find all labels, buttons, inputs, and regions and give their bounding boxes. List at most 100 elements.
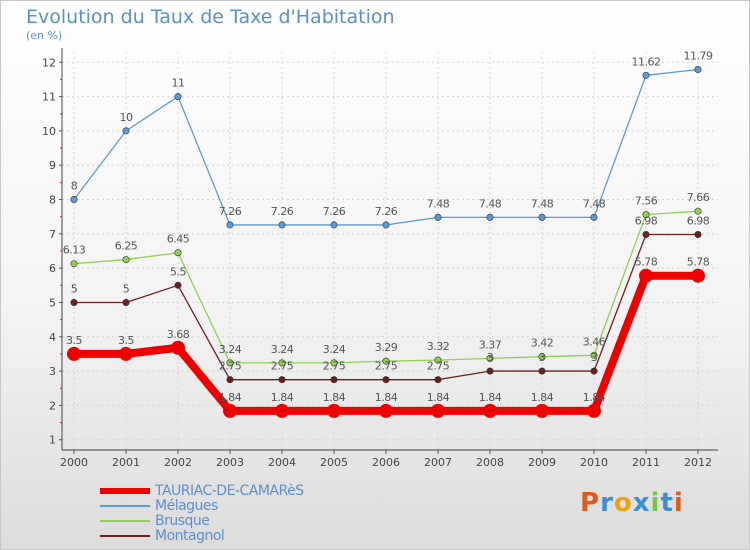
data-point (382, 221, 390, 229)
data-label: 3 (591, 351, 598, 364)
x-tick-label: 2008 (476, 456, 504, 469)
data-label: 3 (487, 351, 494, 364)
y-tick-label: 8 (49, 194, 56, 207)
data-point (119, 346, 133, 361)
data-point (174, 249, 182, 257)
data-point (486, 213, 494, 221)
data-label: 5 (123, 282, 130, 295)
data-label: 3.46 (583, 335, 606, 348)
data-label: 3.24 (219, 343, 242, 356)
legend-item: Montagnol (100, 528, 400, 544)
data-label: 2.75 (271, 360, 294, 373)
data-point (538, 353, 546, 361)
x-tick-label: 2005 (320, 456, 348, 469)
data-point (538, 213, 546, 221)
data-label: 7.48 (531, 197, 554, 210)
y-tick-label: 11 (42, 91, 56, 104)
data-point (483, 403, 497, 418)
data-point (278, 359, 286, 367)
data-label: 3.5 (118, 334, 134, 347)
data-label: 3.37 (479, 338, 502, 351)
y-tick-label: 2 (49, 399, 56, 412)
data-point (642, 71, 650, 79)
data-label: 3.24 (323, 343, 346, 356)
data-point (67, 346, 81, 361)
data-point (691, 268, 705, 283)
data-label: 6.98 (635, 215, 658, 228)
data-label: 11 (172, 77, 185, 90)
y-tick-label: 4 (49, 331, 56, 344)
data-point (327, 403, 341, 418)
data-label: 7.26 (375, 205, 398, 218)
legend-label: Montagnol (155, 528, 225, 544)
data-point (278, 221, 286, 229)
data-point (70, 298, 78, 306)
data-label: 1.84 (479, 391, 502, 404)
x-tick-label: 2011 (632, 456, 660, 469)
data-point (538, 367, 546, 375)
data-label: 5.78 (635, 256, 658, 269)
data-point (70, 196, 78, 204)
logo-letter: x (632, 488, 651, 518)
legend-label: TAURIAC-DE-CAMARèS (155, 483, 304, 499)
data-label: 10 (120, 111, 133, 124)
data-label: 6.13 (63, 244, 86, 257)
data-point (70, 260, 78, 268)
data-label: 5.78 (687, 256, 710, 269)
logo-letter: i (673, 488, 684, 518)
data-label: 2.75 (323, 360, 346, 373)
y-tick-label: 3 (49, 365, 56, 378)
data-label: 7.56 (635, 195, 658, 208)
data-label-layer: 3.5 3.5 3.68 1.84 1.84 1.84 1.84 1.84 1.84 1.84 1.… (63, 49, 714, 404)
data-label: 5 (71, 282, 78, 295)
data-label: 7.26 (323, 205, 346, 218)
y-tick-label: 10 (42, 125, 56, 138)
data-label: 2.75 (219, 360, 242, 373)
data-point (226, 359, 234, 367)
x-tick-label: 2002 (164, 456, 192, 469)
data-label: 6.98 (687, 215, 710, 228)
data-point (174, 281, 182, 289)
legend-label: Mélagues (155, 498, 218, 514)
data-label: 7.26 (271, 205, 294, 218)
data-point (587, 403, 601, 418)
data-point (434, 356, 442, 364)
logo-letter: o (613, 488, 633, 518)
x-tick-label: 2003 (216, 456, 244, 469)
data-point (639, 268, 653, 283)
data-label: 1.84 (375, 391, 398, 404)
data-label: 11.79 (684, 49, 713, 62)
data-label: 3.5 (66, 334, 82, 347)
data-label: 7.48 (427, 197, 450, 210)
y-tick-label: 5 (49, 296, 56, 309)
y-tick-label: 7 (49, 228, 56, 241)
x-tick-label: 2009 (528, 456, 556, 469)
data-label: 1.84 (583, 391, 606, 404)
data-point (590, 213, 598, 221)
data-label: 5.5 (170, 265, 186, 278)
data-point (434, 213, 442, 221)
proxiti-logo: Proxiti (580, 488, 684, 518)
chart-subtitle: (en %) (26, 29, 63, 42)
legend-label: Brusque (155, 513, 210, 529)
data-point (486, 354, 494, 362)
chart-title: Evolution du Taux de Taxe d'Habitation (26, 6, 395, 28)
data-label: 1.84 (427, 391, 450, 404)
data-point (590, 351, 598, 359)
data-point (642, 231, 650, 239)
data-label: 8 (71, 180, 78, 193)
logo-letter: r (600, 488, 614, 518)
data-label: 1.84 (531, 391, 554, 404)
y-tick-label: 1 (49, 434, 56, 447)
legend-swatch-tauriac (100, 488, 150, 494)
logo-letter: P (580, 488, 601, 518)
data-label: 7.66 (687, 191, 710, 204)
data-point (330, 221, 338, 229)
data-label: 3.29 (375, 341, 398, 354)
data-point (590, 367, 598, 375)
data-label: 1.84 (323, 391, 346, 404)
data-point (382, 376, 390, 384)
x-tick-label: 2000 (60, 456, 88, 469)
x-tick-label: 2004 (268, 456, 296, 469)
